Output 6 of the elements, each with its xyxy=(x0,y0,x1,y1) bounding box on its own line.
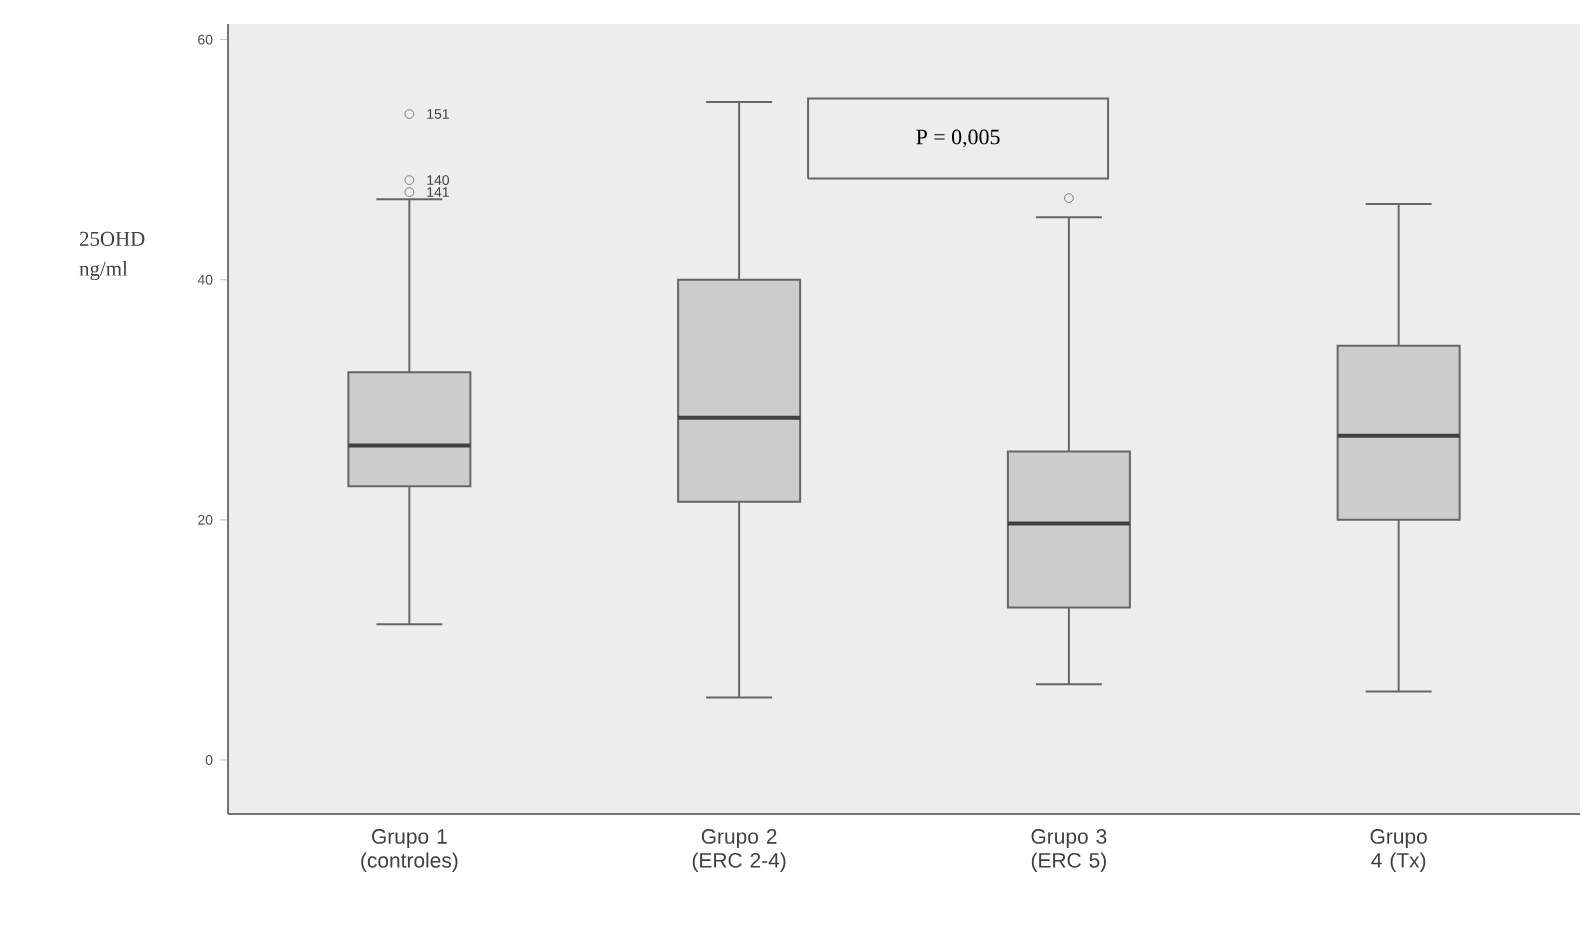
x-tick-label: Grupo 3 (ERC 5) xyxy=(1031,829,1107,872)
x-tick-label: Grupo 1 (controles) xyxy=(361,829,458,872)
x-tick-label: Grupo 2 (ERC 2-4) xyxy=(692,829,786,872)
annotation: P = 0,005 xyxy=(916,129,1000,148)
y-axis-title: 25OHD ng/ml xyxy=(79,231,145,281)
x-tick-label: Grupo 4 (Tx) xyxy=(1370,829,1427,872)
